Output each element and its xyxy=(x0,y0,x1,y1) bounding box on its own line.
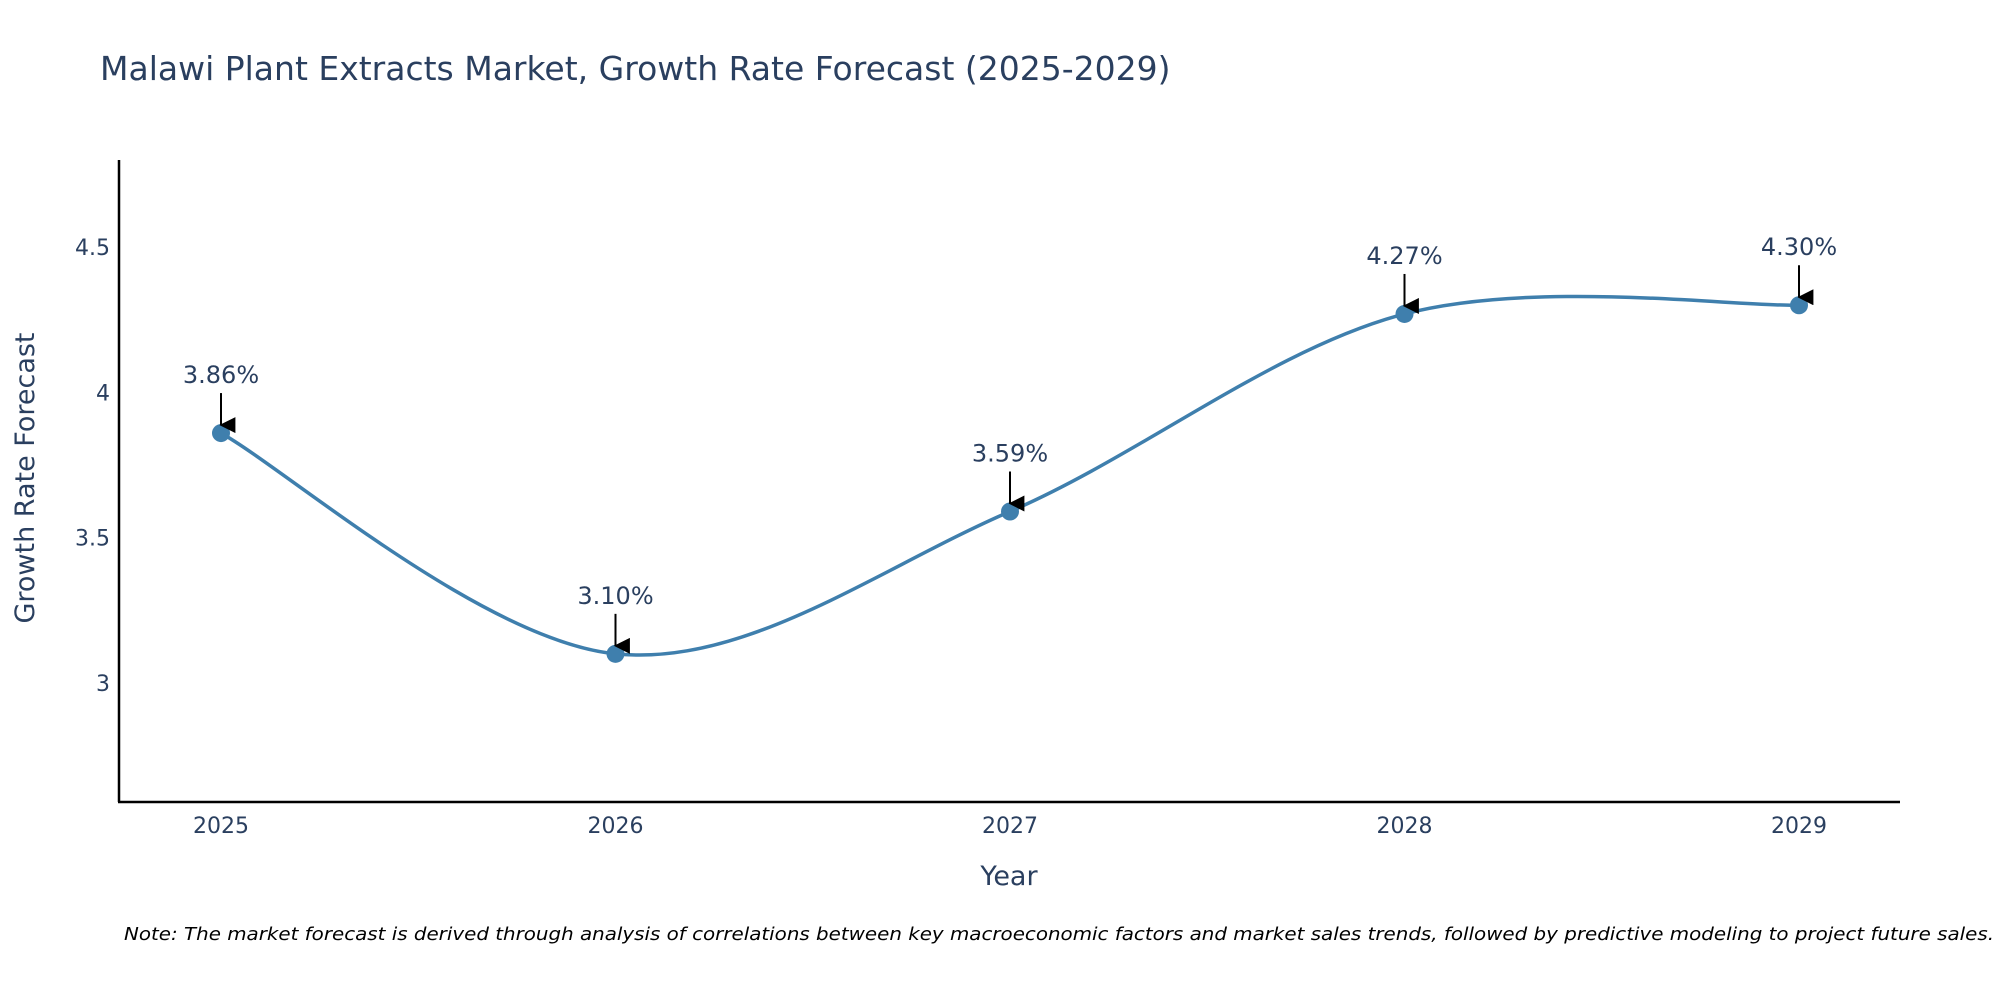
data-point xyxy=(1790,296,1808,315)
data-label: 4.27% xyxy=(1366,242,1442,270)
data-point xyxy=(606,644,625,663)
x-tick-labels: 2025 2026 2027 2028 2029 xyxy=(193,814,1827,839)
data-label: 4.30% xyxy=(1761,233,1837,261)
x-axis-title: Year xyxy=(979,861,1038,892)
y-axis-title: Growth Rate Forecast xyxy=(10,332,41,623)
x-tick-label: 2028 xyxy=(1377,814,1433,839)
y-tick-labels: 3 3.5 4 4.5 xyxy=(75,236,110,697)
data-point xyxy=(1395,304,1414,323)
data-label: 3.59% xyxy=(972,440,1048,468)
x-tick-label: 2029 xyxy=(1771,814,1827,839)
data-point xyxy=(1001,502,1019,521)
x-tick-label: 2026 xyxy=(588,814,644,839)
data-label: 3.10% xyxy=(577,582,653,610)
data-point xyxy=(212,424,230,443)
chart-title: Malawi Plant Extracts Market, Growth Rat… xyxy=(100,49,1171,88)
y-tick-label: 3.5 xyxy=(75,527,110,552)
footnote: Note: The market forecast is derived thr… xyxy=(124,924,1994,945)
y-tick-label: 4.5 xyxy=(75,236,110,261)
data-label: 3.86% xyxy=(183,361,259,389)
x-tick-label: 2027 xyxy=(982,814,1038,839)
x-tick-label: 2025 xyxy=(193,814,249,839)
plot-area: 3.86% 3.10% 3.59% 4.27% 4.30% xyxy=(183,233,1837,663)
y-tick-label: 4 xyxy=(96,381,110,406)
y-tick-label: 3 xyxy=(96,672,110,697)
